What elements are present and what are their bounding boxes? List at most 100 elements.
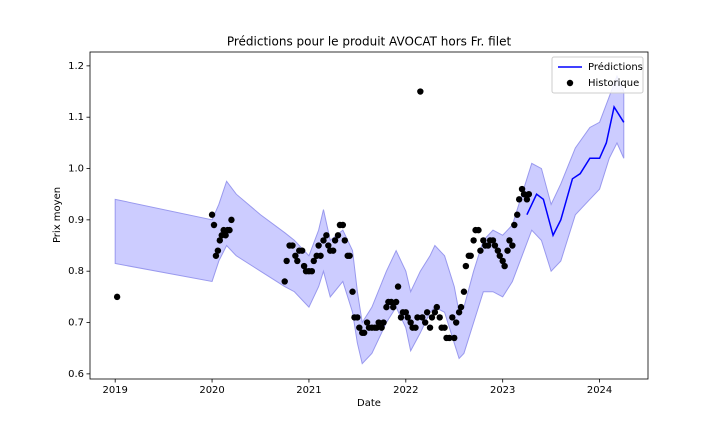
data-point xyxy=(383,303,390,311)
data-point xyxy=(281,278,288,285)
data-point xyxy=(404,314,411,321)
data-point xyxy=(467,252,474,259)
x-tick-label: 2021 xyxy=(296,385,321,396)
data-point xyxy=(216,237,224,244)
data-point xyxy=(212,252,220,259)
data-point xyxy=(518,185,526,193)
data-point xyxy=(392,298,400,306)
confidence-band xyxy=(114,74,625,365)
data-point xyxy=(310,257,317,265)
data-point xyxy=(426,324,434,331)
data-point xyxy=(308,267,316,275)
data-point xyxy=(298,247,306,254)
data-point xyxy=(449,314,456,321)
data-point xyxy=(480,237,487,244)
data-point xyxy=(421,319,429,326)
data-point xyxy=(501,262,508,270)
data-point xyxy=(455,309,463,316)
data-point xyxy=(491,242,499,249)
data-point xyxy=(470,237,477,244)
data-point xyxy=(300,262,308,270)
data-point xyxy=(457,303,465,311)
data-point xyxy=(451,334,458,342)
data-point xyxy=(412,324,419,331)
data-point xyxy=(346,252,353,259)
data-point xyxy=(525,190,533,198)
data-point xyxy=(506,237,513,244)
data-point xyxy=(388,298,395,306)
data-point xyxy=(315,242,322,249)
data-point xyxy=(226,226,233,234)
data-point xyxy=(354,314,361,321)
legend-label: Prédictions xyxy=(588,61,643,73)
data-point xyxy=(394,283,402,290)
data-point xyxy=(509,242,516,249)
data-point xyxy=(441,324,448,331)
y-tick-label: 0.8 xyxy=(68,266,84,277)
data-point xyxy=(462,262,470,270)
x-tick-label: 2019 xyxy=(102,385,127,396)
data-point xyxy=(375,319,382,326)
data-point xyxy=(423,309,431,316)
x-axis-label: Date xyxy=(357,398,381,409)
data-point xyxy=(494,247,502,254)
data-point xyxy=(496,252,503,259)
data-point xyxy=(363,319,371,326)
data-point xyxy=(475,226,482,234)
data-point xyxy=(477,247,484,254)
y-tick-label: 1.1 xyxy=(68,112,84,123)
data-point xyxy=(484,242,492,249)
x-tick-label: 2024 xyxy=(587,385,612,396)
x-tick-label: 2020 xyxy=(199,385,224,396)
data-point xyxy=(419,314,426,321)
data-point xyxy=(431,309,439,316)
data-point xyxy=(446,334,453,342)
data-point xyxy=(489,237,497,244)
data-point xyxy=(325,242,332,249)
data-point xyxy=(339,221,347,229)
data-point xyxy=(331,237,339,244)
data-point xyxy=(283,257,290,265)
data-point xyxy=(349,288,356,295)
data-point xyxy=(520,190,528,198)
y-tick-label: 1.2 xyxy=(68,61,84,72)
data-point xyxy=(334,232,342,239)
data-point xyxy=(210,221,218,229)
data-point xyxy=(433,303,441,311)
plot-frame xyxy=(89,51,649,380)
data-point xyxy=(113,293,121,301)
data-point xyxy=(222,232,229,239)
data-point xyxy=(323,232,330,239)
y-tick-label: 1.0 xyxy=(68,164,84,175)
legend-box xyxy=(551,56,644,94)
data-point xyxy=(514,211,521,218)
data-point xyxy=(380,319,387,326)
data-point xyxy=(341,237,348,244)
data-point xyxy=(460,288,468,295)
data-point xyxy=(417,88,424,95)
x-tick-label: 2023 xyxy=(490,385,515,396)
legend-marker xyxy=(566,79,574,87)
chart-title: Prédictions pour le produit AVOCAT hors … xyxy=(227,35,512,49)
data-point xyxy=(390,303,397,311)
data-point xyxy=(292,252,299,259)
y-tick-label: 0.9 xyxy=(68,215,84,226)
data-point xyxy=(436,314,443,321)
data-point xyxy=(504,247,511,254)
data-point xyxy=(373,324,380,331)
prediction-line xyxy=(526,104,625,238)
data-point xyxy=(294,257,301,265)
data-point xyxy=(407,319,414,326)
data-point xyxy=(414,314,421,321)
data-point xyxy=(511,221,518,229)
data-point xyxy=(228,216,235,224)
data-point xyxy=(428,314,436,321)
data-point xyxy=(317,252,324,259)
y-tick-label: 0.6 xyxy=(68,369,84,380)
data-point xyxy=(360,329,368,336)
data-point xyxy=(356,324,363,331)
legend-label: Historique xyxy=(588,78,639,89)
data-point xyxy=(320,237,327,244)
data-point xyxy=(397,314,405,321)
